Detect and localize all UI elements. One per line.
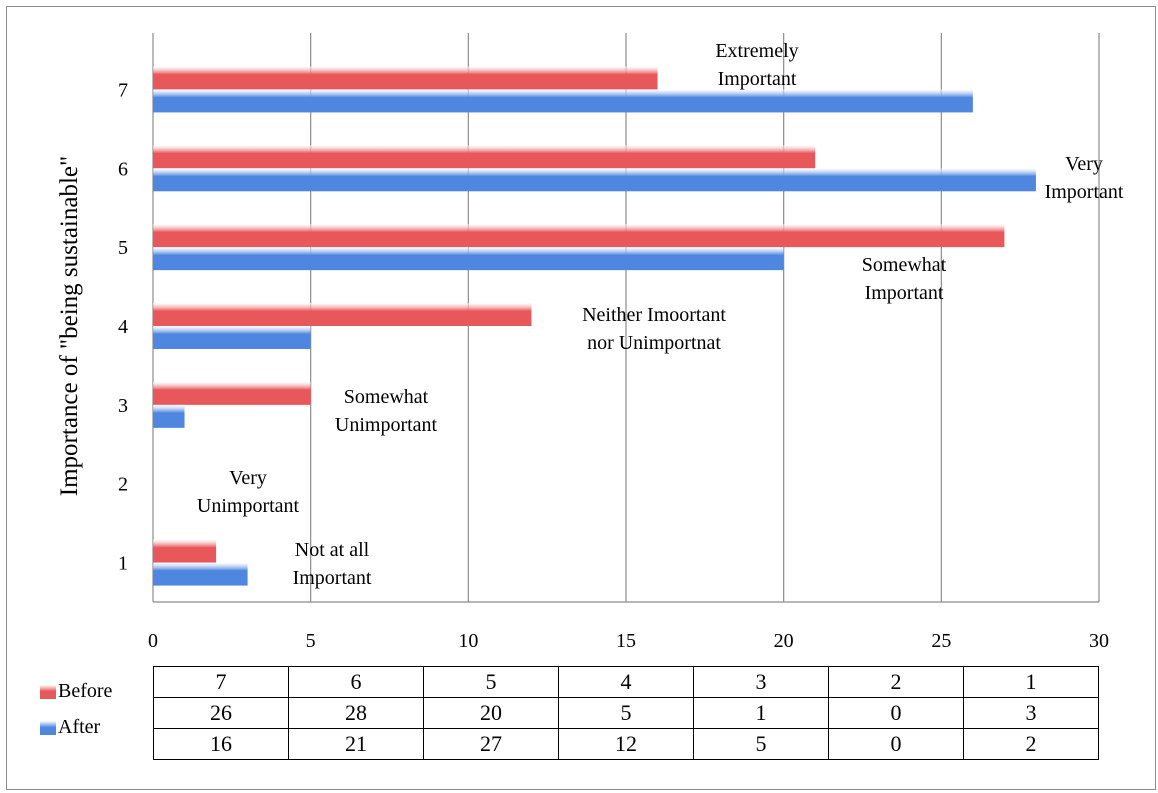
y-tick-label: 1 [118, 553, 128, 575]
legend-label-before: Before [58, 680, 113, 702]
bar-after [153, 326, 311, 349]
legend-item-after: After [40, 716, 100, 739]
y-tick-label: 6 [118, 158, 128, 180]
table-cell: 16 [153, 728, 289, 760]
bar-before [153, 145, 816, 169]
y-tick-label: 2 [118, 474, 128, 496]
table-cell: 1 [693, 697, 829, 729]
bar-before [153, 539, 217, 563]
table-cell: 28 [288, 697, 424, 729]
bar-before [153, 381, 311, 405]
table-cell: 0 [828, 697, 964, 729]
bar-annotation: Not at all Important [293, 539, 372, 589]
bar-after [153, 168, 1036, 192]
table-row-2: 16 21 27 12 5 0 2 [153, 728, 1099, 760]
bar-after [153, 404, 185, 428]
legend-swatch-after [40, 720, 56, 735]
bar-annotation: Neither Imoortant nor Unimportnat [582, 304, 726, 354]
x-tick-label: 30 [1089, 630, 1109, 652]
bar-after [153, 89, 973, 113]
x-tick-label: 25 [931, 630, 951, 652]
table-cell: 27 [423, 728, 559, 760]
x-tick-label: 5 [306, 630, 316, 652]
bar-before [153, 224, 1005, 248]
table-cell: 3 [693, 666, 829, 698]
x-tick-label: 20 [774, 630, 794, 652]
legend-item-before: Before [40, 680, 112, 703]
x-tick-label: 15 [616, 630, 636, 652]
bar-annotation: Extremely Important [715, 40, 798, 90]
table-cell: 12 [558, 728, 694, 760]
x-tick-label: 10 [458, 630, 478, 652]
table-cell: 2 [963, 728, 1099, 760]
table-cell: 7 [153, 666, 289, 698]
bar-annotation: Somewhat Unimportant [335, 386, 438, 436]
table-cell: 0 [828, 728, 964, 760]
table-cell: 5 [693, 728, 829, 760]
table-cell: 5 [558, 697, 694, 729]
bar-after [153, 247, 784, 271]
bar-after [153, 562, 248, 586]
chart-frame [6, 6, 1156, 790]
table-cell: 6 [288, 666, 424, 698]
legend-swatch-before [40, 684, 56, 699]
bar-annotation: Very Unimportant [197, 467, 300, 517]
table-cell: 26 [153, 697, 289, 729]
bar-before [153, 303, 532, 326]
bar-annotation: Somewhat Important [862, 254, 947, 304]
y-tick-label: 7 [118, 79, 128, 101]
table-cell: 2 [828, 666, 964, 698]
y-tick-label: 3 [118, 395, 128, 417]
table-cell: 5 [423, 666, 559, 698]
table-cell: 21 [288, 728, 424, 760]
bar-before [153, 66, 658, 90]
y-tick-label: 5 [118, 237, 128, 259]
data-table: 7 6 5 4 3 2 1 26 28 20 5 1 0 3 16 21 27 … [153, 666, 1099, 760]
table-cell: 4 [558, 666, 694, 698]
table-header-row: 7 6 5 4 3 2 1 [153, 666, 1099, 698]
y-tick-label: 4 [118, 316, 128, 338]
table-row-1: 26 28 20 5 1 0 3 [153, 697, 1099, 729]
table-cell: 3 [963, 697, 1099, 729]
bar-annotation: Very Important [1045, 153, 1124, 203]
x-tick-label: 0 [148, 630, 158, 652]
table-cell: 1 [963, 666, 1099, 698]
y-axis-title: Importance of "being sustainable" [56, 156, 83, 496]
chart-plot: 1 2 3 4 5 6 7 0 5 10 15 20 25 30 Importance of "being … [56, 33, 1124, 652]
legend-label-after: After [58, 716, 101, 738]
table-cell: 20 [423, 697, 559, 729]
